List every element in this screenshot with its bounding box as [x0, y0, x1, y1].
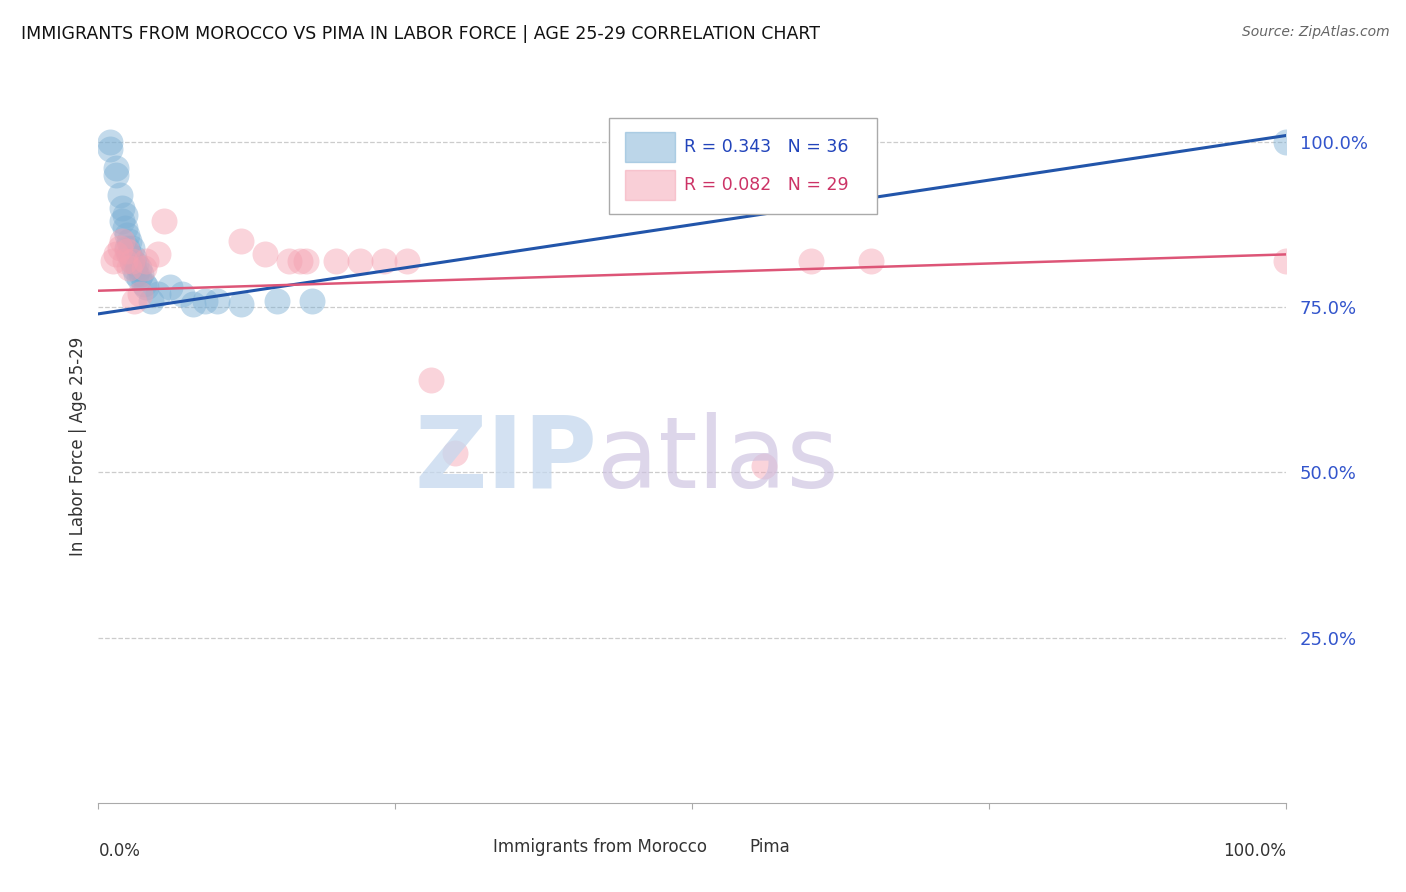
Text: R = 0.082   N = 29: R = 0.082 N = 29 [685, 176, 849, 194]
Point [420, 373, 443, 387]
Point [125, 257, 148, 271]
Point [128, 270, 150, 285]
FancyBboxPatch shape [446, 837, 488, 858]
Point [146, 287, 169, 301]
Point [139, 293, 162, 308]
Point [114, 208, 136, 222]
Point [122, 293, 145, 308]
Point [152, 214, 174, 228]
Point [98, 135, 121, 149]
Point [277, 254, 299, 268]
Point [111, 201, 134, 215]
Point [295, 254, 318, 268]
Point [118, 260, 141, 275]
Point [129, 287, 152, 301]
Point [101, 254, 124, 268]
Point [108, 188, 131, 202]
Point [266, 293, 288, 308]
Point [105, 247, 128, 261]
Point [752, 458, 775, 473]
Point [115, 227, 138, 242]
Text: Immigrants from Morocco: Immigrants from Morocco [494, 838, 707, 856]
FancyBboxPatch shape [609, 118, 876, 214]
Point [114, 221, 136, 235]
Point [98, 142, 121, 156]
Point [752, 161, 775, 176]
FancyBboxPatch shape [624, 169, 675, 200]
Text: Pima: Pima [749, 838, 790, 856]
Point [121, 254, 143, 268]
Point [1275, 135, 1298, 149]
Text: 0.0%: 0.0% [98, 842, 141, 860]
Point [111, 234, 134, 248]
Point [207, 293, 229, 308]
Point [108, 241, 131, 255]
Text: atlas: atlas [598, 412, 839, 508]
Point [128, 260, 150, 275]
Text: ZIP: ZIP [415, 412, 598, 508]
Point [105, 168, 128, 182]
Point [118, 234, 141, 248]
Point [159, 280, 181, 294]
Y-axis label: In Labor Force | Age 25-29: In Labor Force | Age 25-29 [69, 336, 87, 556]
Point [118, 247, 141, 261]
Text: Source: ZipAtlas.com: Source: ZipAtlas.com [1241, 25, 1389, 39]
Point [396, 254, 419, 268]
Point [194, 293, 217, 308]
Point [132, 260, 155, 275]
Point [290, 254, 312, 268]
Text: IMMIGRANTS FROM MOROCCO VS PIMA IN LABOR FORCE | AGE 25-29 CORRELATION CHART: IMMIGRANTS FROM MOROCCO VS PIMA IN LABOR… [21, 25, 820, 43]
Point [444, 445, 467, 459]
Point [170, 287, 193, 301]
Point [325, 254, 347, 268]
Point [301, 293, 323, 308]
Point [146, 247, 169, 261]
Point [129, 267, 152, 281]
Point [229, 297, 252, 311]
Point [1275, 254, 1298, 268]
Text: 100.0%: 100.0% [1223, 842, 1286, 860]
Point [105, 161, 128, 176]
Point [229, 234, 252, 248]
Point [135, 254, 157, 268]
Point [115, 241, 138, 255]
Point [132, 277, 155, 292]
Point [115, 244, 138, 258]
FancyBboxPatch shape [624, 132, 675, 162]
Point [125, 267, 148, 281]
Point [114, 254, 136, 268]
Point [122, 260, 145, 275]
Point [183, 297, 205, 311]
Point [111, 214, 134, 228]
Point [373, 254, 395, 268]
Point [253, 247, 276, 261]
Text: R = 0.343   N = 36: R = 0.343 N = 36 [685, 138, 849, 156]
Point [859, 254, 882, 268]
Point [135, 280, 157, 294]
Point [800, 254, 823, 268]
Point [121, 254, 143, 268]
Point [122, 251, 145, 265]
FancyBboxPatch shape [700, 837, 744, 858]
Point [121, 241, 143, 255]
Point [349, 254, 371, 268]
